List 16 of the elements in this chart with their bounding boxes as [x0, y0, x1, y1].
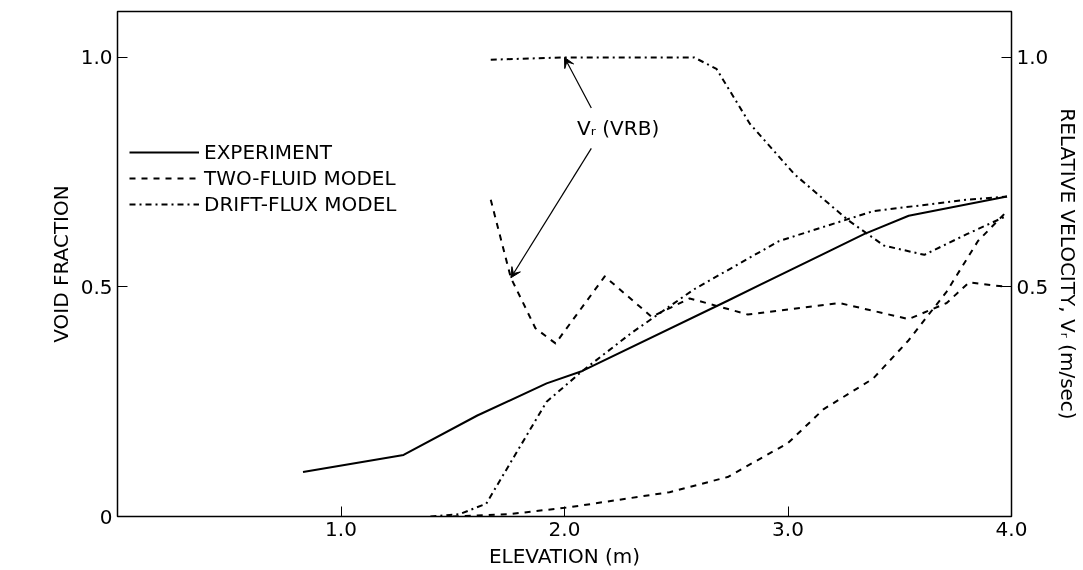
legend-label: TWO-FLUID MODEL: [204, 166, 396, 190]
y2-tick-label: 0.5: [1016, 274, 1049, 299]
y-tick-label: 0: [99, 504, 113, 529]
legend-label: EXPERIMENT: [204, 140, 332, 164]
y2-tick-label: 1.0: [1016, 45, 1049, 70]
y2-axis-title: RELATIVE VELOCITY, Vᵣ (m/sec): [1056, 108, 1081, 420]
x-axis-title: ELEVATION (m): [488, 543, 641, 568]
y-tick-label: 0.5: [80, 274, 113, 299]
x-tick-label: 3.0: [772, 516, 804, 541]
legend-label: DRIFT-FLUX MODEL: [204, 192, 397, 216]
x-tick-label: 2.0: [548, 516, 581, 541]
x-tick-label: 4.0: [995, 516, 1028, 541]
y-tick-label: 1.0: [80, 45, 113, 70]
y-axis-title: VOID FRACTION: [48, 185, 73, 343]
x-tick-label: 1.0: [325, 516, 357, 541]
annotation: Vᵣ (VRB): [577, 116, 660, 141]
